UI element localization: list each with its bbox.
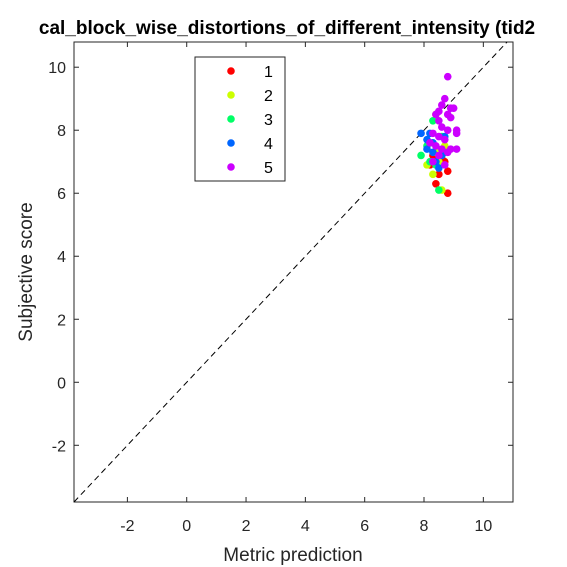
point-series-5 xyxy=(452,145,461,153)
legend-marker-4 xyxy=(227,139,235,147)
x-tick-label: 8 xyxy=(420,518,429,535)
x-tick-label: 4 xyxy=(301,518,310,535)
point-series-3 xyxy=(429,116,437,125)
point-series-5 xyxy=(432,142,440,150)
x-tick-label: 6 xyxy=(360,518,369,535)
chart-title: cal_block_wise_distortions_of_different_… xyxy=(39,18,535,39)
point-series-1 xyxy=(443,167,452,175)
point-series-1 xyxy=(435,170,443,179)
point-series-5 xyxy=(426,139,434,147)
point-series-5 xyxy=(440,161,449,169)
point-series-5 xyxy=(440,94,449,103)
point-series-4 xyxy=(417,129,425,138)
point-series-3 xyxy=(435,186,443,194)
legend-box xyxy=(194,56,286,182)
legend-label-5: 5 xyxy=(264,160,273,177)
point-series-5 xyxy=(435,116,443,125)
x-tick-label: 10 xyxy=(474,518,492,535)
legend-label-1: 1 xyxy=(264,64,273,81)
legend-label-3: 3 xyxy=(264,112,273,129)
identity-reference-line xyxy=(73,41,508,503)
point-series-5 xyxy=(438,123,446,131)
point-series-1 xyxy=(432,179,440,188)
y-tick-label: 2 xyxy=(57,312,66,329)
x-axis-ticks: -2 0 2 4 6 8 10 xyxy=(120,42,492,535)
x-axis-label: Metric prediction xyxy=(223,545,362,566)
y-axis-label: Subjective score xyxy=(16,202,37,341)
x-tick-label: 2 xyxy=(242,518,251,535)
point-series-5 xyxy=(443,126,452,135)
y-tick-label: 8 xyxy=(57,123,66,140)
legend-label-2: 2 xyxy=(264,88,273,105)
point-series-5 xyxy=(443,148,452,157)
y-tick-label: 6 xyxy=(57,186,66,203)
y-tick-label: 0 xyxy=(57,375,66,392)
point-series-5 xyxy=(446,104,455,112)
point-series-5 xyxy=(440,135,449,144)
y-tick-label: 10 xyxy=(48,60,66,77)
legend-marker-3 xyxy=(227,115,235,123)
point-series-5 xyxy=(429,129,437,138)
legend-items: 1 2 3 4 5 xyxy=(227,64,273,177)
point-series-2 xyxy=(429,170,437,179)
point-series-4 xyxy=(423,145,431,153)
point-series-5 xyxy=(435,132,443,141)
legend-marker-2 xyxy=(227,91,235,99)
legend: 1 2 3 4 5 xyxy=(194,56,286,182)
point-series-1 xyxy=(443,189,452,198)
point-series-5 xyxy=(435,151,443,160)
legend-label-4: 4 xyxy=(264,136,273,153)
plot-area-frame xyxy=(73,41,514,503)
point-series-4 xyxy=(435,164,443,172)
y-tick-label: -2 xyxy=(52,438,66,455)
point-series-3 xyxy=(417,151,425,160)
x-tick-label: 0 xyxy=(182,518,191,535)
point-series-5 xyxy=(438,145,446,153)
point-series-5 xyxy=(429,157,437,166)
point-series-5 xyxy=(438,101,446,109)
point-series-5 xyxy=(452,129,461,138)
point-series-5 xyxy=(435,107,443,116)
legend-marker-1 xyxy=(227,67,235,75)
point-series-5 xyxy=(443,110,452,119)
y-axis-ticks: -2 0 2 4 6 8 10 xyxy=(48,60,513,455)
point-series-4 xyxy=(429,148,437,157)
data-points xyxy=(417,72,461,198)
x-tick-label: -2 xyxy=(120,518,134,535)
legend-marker-5 xyxy=(227,163,235,171)
point-series-5 xyxy=(443,72,452,81)
y-tick-label: 4 xyxy=(57,249,66,266)
